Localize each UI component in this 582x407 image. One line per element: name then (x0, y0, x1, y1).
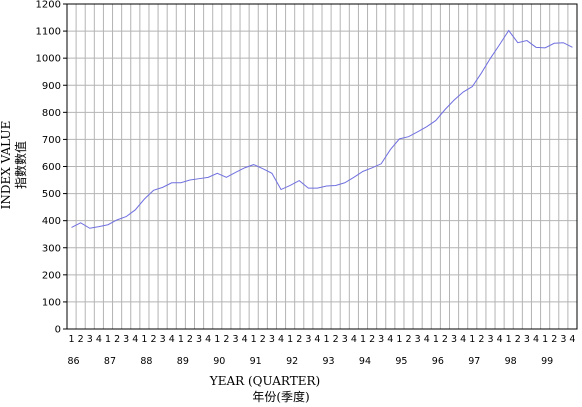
x-quarter-label: 2 (114, 334, 120, 345)
series-layer (71, 29, 573, 229)
x-quarter-label: 1 (214, 334, 220, 345)
x-quarter-label: 1 (542, 334, 548, 345)
plot-frame (66, 3, 578, 330)
x-quarter-label: 3 (451, 334, 457, 345)
y-tick-label: 900 (42, 81, 61, 92)
x-quarter-label: 3 (342, 334, 348, 345)
x-quarter-label: 3 (378, 334, 384, 345)
chart-grid (63, 3, 577, 330)
x-year-label: 99 (541, 356, 553, 367)
x-quarter-label: 4 (314, 334, 320, 345)
x-quarter-label: 3 (305, 334, 311, 345)
x-quarter-label: 4 (205, 334, 211, 345)
x-year-label: 93 (323, 356, 335, 367)
y-tick-label: 600 (42, 162, 61, 173)
x-quarter-label: 4 (569, 334, 575, 345)
x-quarter-label: 1 (69, 334, 75, 345)
x-quarter-label: 1 (141, 334, 147, 345)
x-quarter-label: 3 (415, 334, 421, 345)
x-quarter-label: 1 (433, 334, 439, 345)
x-quarter-label: 3 (196, 334, 202, 345)
x-quarter-label: 2 (78, 334, 84, 345)
y-tick-label: 1000 (36, 54, 61, 65)
x-quarter-label: 1 (287, 334, 293, 345)
x-year-label: 92 (286, 356, 298, 367)
y-tick-label: 500 (42, 189, 61, 200)
x-quarter-label: 4 (96, 334, 102, 345)
x-quarter-label: 4 (387, 334, 393, 345)
y-tick-label: 700 (42, 135, 61, 146)
y-tick-labels: 0 100 200 300 400 500 600 700 800 900 1000 1100 1200 (36, 0, 61, 336)
x-quarter-label: 4 (424, 334, 430, 345)
x-year-label: 98 (505, 356, 517, 367)
x-year-label: 88 (140, 356, 152, 367)
x-year-label: 94 (359, 356, 371, 367)
x-quarter-label: 1 (105, 334, 111, 345)
x-axis-title-zh: 年份(季度) (252, 389, 309, 404)
y-tick-label: 1200 (36, 0, 61, 11)
x-quarter-label: 2 (333, 334, 339, 345)
y-axis-title: INDEX VALUE (0, 121, 13, 210)
y-tick-label: 400 (42, 216, 61, 227)
x-quarter-label: 4 (497, 334, 503, 345)
x-quarter-label: 1 (360, 334, 366, 345)
x-year-labels: 86 87 88 89 90 91 92 93 94 95 96 97 98 99 (68, 356, 554, 367)
x-quarter-label: 1 (506, 334, 512, 345)
y-tick-label: 0 (55, 325, 61, 336)
x-year-label: 95 (395, 356, 407, 367)
x-year-label: 97 (468, 356, 480, 367)
x-quarter-label: 1 (178, 334, 184, 345)
x-year-label: 91 (250, 356, 262, 367)
x-quarter-label: 4 (242, 334, 248, 345)
x-year-label: 86 (68, 356, 80, 367)
x-year-label: 87 (104, 356, 116, 367)
x-quarter-label: 3 (269, 334, 275, 345)
x-quarter-label: 4 (533, 334, 539, 345)
index-value-series-line (71, 29, 573, 229)
x-quarter-label: 3 (487, 334, 493, 345)
x-quarter-label: 2 (296, 334, 302, 345)
x-quarter-label: 4 (278, 334, 284, 345)
x-quarter-label: 1 (324, 334, 330, 345)
x-quarter-label: 3 (160, 334, 166, 345)
x-quarter-label: 2 (260, 334, 266, 345)
y-tick-label: 200 (42, 270, 61, 281)
x-quarter-label: 3 (524, 334, 530, 345)
x-quarter-label: 3 (232, 334, 238, 345)
x-year-label: 89 (177, 356, 189, 367)
x-quarter-label: 3 (87, 334, 93, 345)
x-quarter-label: 2 (369, 334, 375, 345)
x-quarter-label: 4 (132, 334, 138, 345)
x-quarter-label: 2 (187, 334, 193, 345)
x-quarter-label: 1 (396, 334, 402, 345)
y-axis-title-zh: 指數數值 (13, 141, 28, 189)
x-quarter-label: 3 (123, 334, 129, 345)
x-quarter-label: 2 (551, 334, 557, 345)
x-quarter-label: 1 (469, 334, 475, 345)
x-quarter-label: 4 (460, 334, 466, 345)
x-quarter-label: 2 (405, 334, 411, 345)
x-quarter-label: 4 (351, 334, 357, 345)
x-year-label: 90 (213, 356, 225, 367)
y-tick-label: 100 (42, 297, 61, 308)
x-quarter-label: 1 (251, 334, 257, 345)
x-quarter-label: 3 (560, 334, 566, 345)
x-quarter-label: 2 (478, 334, 484, 345)
x-quarter-label: 2 (515, 334, 521, 345)
x-quarter-label: 2 (223, 334, 229, 345)
y-tick-label: 1100 (36, 27, 61, 38)
x-quarter-label: 2 (150, 334, 156, 345)
y-tick-label: 800 (42, 108, 61, 119)
x-year-label: 96 (432, 356, 444, 367)
x-axis-title: YEAR (QUARTER) (209, 374, 320, 388)
x-quarter-label: 2 (442, 334, 448, 345)
x-quarter-label: 4 (169, 334, 175, 345)
y-tick-label: 300 (42, 243, 61, 254)
